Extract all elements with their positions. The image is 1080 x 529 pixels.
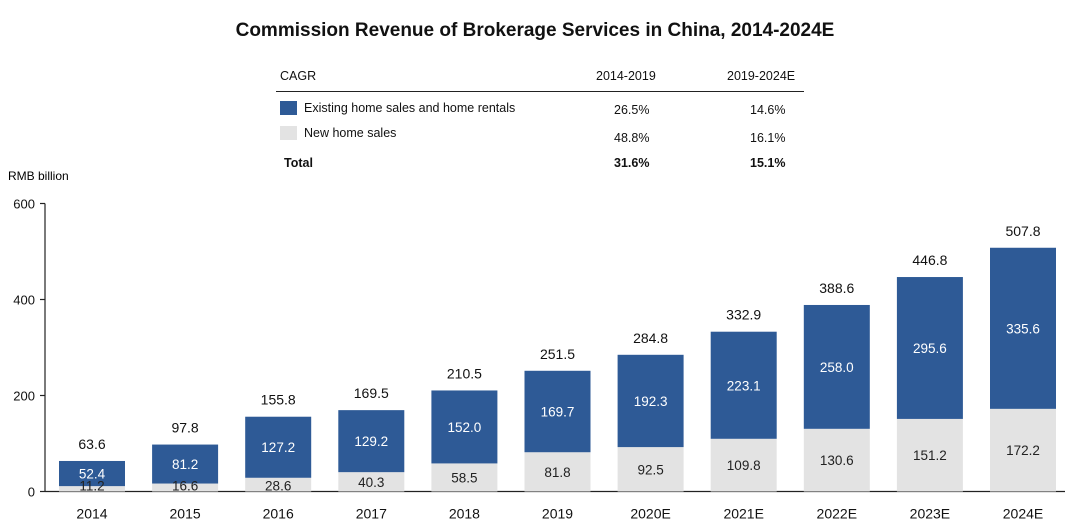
x-tick-label: 2015 — [170, 506, 201, 522]
data-label-total: 210.5 — [447, 365, 482, 381]
bar-existing-home — [803, 304, 870, 429]
data-label-new-home: 151.2 — [913, 448, 947, 463]
data-label-new-home: 16.6 — [172, 479, 198, 494]
y-tick-label: 200 — [13, 389, 35, 404]
y-axis-label: RMB billion — [8, 169, 69, 183]
data-label-existing: 169.7 — [541, 405, 575, 420]
cagr-row-new-v2: 16.1% — [750, 131, 786, 145]
data-label-total: 388.6 — [819, 280, 854, 296]
y-tick-label: 600 — [13, 197, 35, 212]
data-label-new-home: 11.2 — [79, 479, 104, 494]
x-tick-label: 2021E — [723, 506, 763, 522]
data-label-existing: 129.2 — [354, 434, 388, 449]
x-tick-label: 2022E — [817, 506, 857, 522]
bar-existing-home — [896, 277, 963, 419]
data-label-existing: 81.2 — [172, 457, 198, 472]
data-label-total: 251.5 — [540, 346, 575, 362]
bar-new-home — [338, 472, 405, 492]
legend-swatch-existing — [280, 101, 297, 115]
bar-existing-home — [431, 390, 498, 464]
data-label-total: 446.8 — [912, 252, 947, 268]
data-label-total: 507.8 — [1005, 223, 1040, 239]
data-label-total: 169.5 — [354, 385, 389, 401]
x-tick-label: 2023E — [910, 506, 950, 522]
bar-new-home — [152, 483, 219, 492]
x-tick-label: 2016 — [263, 506, 294, 522]
bar-existing-home — [617, 354, 684, 448]
x-tick-label: 2019 — [542, 506, 573, 522]
x-tick-label: 2014 — [76, 506, 107, 522]
labels-group: 11.252.4 63.6 2014 16.6 81.2 97.8 2015 28.6 127.… — [76, 223, 1043, 522]
bar-new-home — [431, 463, 498, 492]
data-label-existing: 192.3 — [634, 394, 668, 409]
data-label-existing: 335.6 — [1006, 321, 1040, 336]
cagr-row-new-label: New home sales — [304, 126, 397, 140]
bar-existing-home — [152, 444, 219, 484]
data-label-new-home: 92.5 — [637, 462, 663, 477]
data-label-new-home: 109.8 — [727, 458, 761, 473]
data-label-total: 63.6 — [78, 436, 105, 452]
y-tick-label: 0 — [28, 485, 35, 500]
data-label-existing: 223.1 — [727, 378, 761, 393]
bar-new-home — [617, 447, 684, 492]
x-tick-label: 2017 — [356, 506, 387, 522]
data-label-total: 332.9 — [726, 307, 761, 323]
bar-existing-home — [990, 247, 1056, 409]
cagr-row-new-v1: 48.8% — [614, 131, 650, 145]
y-tick-label: 400 — [13, 293, 35, 308]
bar-new-home — [245, 477, 312, 492]
cagr-col1-header: 2014-2019 — [596, 69, 656, 83]
data-label-new-home: 28.6 — [265, 479, 291, 494]
bar-new-home — [803, 428, 870, 492]
data-label-existing: 127.2 — [261, 440, 295, 455]
data-label-new-home: 172.2 — [1006, 443, 1040, 458]
bar-existing-home — [59, 460, 125, 487]
cagr-header-row — [276, 63, 804, 92]
bar-new-home — [710, 438, 777, 492]
data-label-total: 284.8 — [633, 330, 668, 346]
bar-existing-home — [524, 370, 591, 453]
cagr-row-existing-v2: 14.6% — [750, 103, 786, 117]
cagr-header-label: CAGR — [280, 69, 317, 83]
cagr-col2-header: 2019-2024E — [727, 69, 796, 83]
data-label-existing: 152.0 — [448, 420, 482, 435]
data-label-total: 155.8 — [261, 392, 296, 408]
data-label-new-home: 40.3 — [358, 475, 384, 490]
bar-new-home — [896, 418, 963, 492]
cagr-total-label: Total — [284, 156, 313, 170]
bar-existing-home — [710, 331, 777, 439]
bar-new-home — [990, 408, 1056, 492]
cagr-row-existing-label: Existing home sales and home rentals — [304, 101, 516, 115]
data-label-existing: 258.0 — [820, 360, 854, 375]
x-tick-label: 2018 — [449, 506, 480, 522]
data-label-new-home: 58.5 — [451, 470, 477, 485]
bar-new-home — [59, 486, 125, 492]
bars-group — [59, 247, 1056, 492]
data-label-total: 97.8 — [171, 420, 198, 436]
legend-swatch-new — [280, 126, 297, 140]
bar-existing-home — [338, 410, 405, 473]
data-label-new-home: 81.8 — [544, 465, 570, 480]
cagr-total-v2: 15.1% — [750, 156, 786, 170]
bar-existing-home — [245, 416, 312, 478]
cagr-row-existing-v1: 26.5% — [614, 103, 650, 117]
chart-title: Commission Revenue of Brokerage Services… — [235, 20, 835, 41]
cagr-total-v1: 31.6% — [614, 156, 650, 170]
x-tick-label: 2020E — [630, 506, 670, 522]
data-label-existing: 52.4 — [79, 467, 106, 482]
data-label-existing: 295.6 — [913, 341, 947, 356]
data-label-new-home: 130.6 — [820, 453, 854, 468]
bar-new-home — [524, 452, 591, 492]
x-tick-label: 2024E — [1003, 506, 1043, 522]
